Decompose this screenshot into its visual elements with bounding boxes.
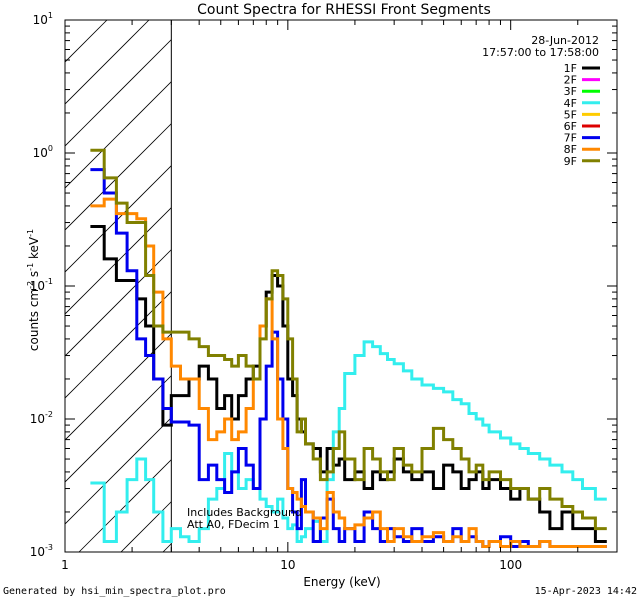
y-tick-label: 10-1 bbox=[30, 277, 53, 293]
legend-label: 9F bbox=[564, 155, 577, 168]
legend-label: 8F bbox=[564, 143, 577, 156]
date-label: 28-Jun-2012 bbox=[531, 34, 599, 47]
annotation-background: Includes Background bbox=[187, 506, 302, 519]
legend-label: 3F bbox=[564, 85, 577, 98]
y-axis-label: counts cm-2 s-1 keV-1 bbox=[26, 229, 41, 351]
chart-title: Count Spectra for RHESSI Front Segments bbox=[197, 2, 491, 18]
y-tick-label: 101 bbox=[33, 11, 53, 27]
legend-label: 6F bbox=[564, 120, 577, 133]
hatch-line bbox=[65, 20, 192, 147]
x-axis-label: Energy (keV) bbox=[303, 575, 380, 589]
legend-label: 4F bbox=[564, 97, 577, 110]
y-tick-labels: 10-3 10-2 10-1 100 101 bbox=[30, 11, 53, 559]
x-tick-label: 100 bbox=[499, 558, 522, 572]
legend-label: 1F bbox=[564, 62, 577, 75]
footer-timestamp: 15-Apr-2023 14:42 bbox=[534, 586, 637, 597]
axis-ticks bbox=[64, 19, 618, 553]
y-tick-label: 10-2 bbox=[30, 410, 53, 426]
annotation-attenuator: Att A0, FDecim 1 bbox=[187, 518, 280, 531]
legend-label: 2F bbox=[564, 74, 577, 87]
footer-generated-by: Generated by hsi_min_spectra_plot.pro bbox=[3, 586, 226, 597]
y-tick-label: 10-3 bbox=[30, 543, 53, 559]
x-tick-labels: 1 10 100 bbox=[61, 558, 522, 572]
legend-label: 5F bbox=[564, 108, 577, 121]
series-layer bbox=[90, 148, 607, 548]
hatch-line bbox=[65, 20, 108, 63]
series-8F bbox=[90, 197, 607, 548]
hatch-line bbox=[65, 20, 234, 189]
y-tick-label: 100 bbox=[33, 144, 53, 160]
legend-label: 7F bbox=[564, 132, 577, 145]
time-range-label: 17:57:00 to 17:58:00 bbox=[482, 46, 599, 59]
series-9F bbox=[90, 148, 607, 531]
x-tick-label: 1 bbox=[61, 558, 69, 572]
x-tick-label: 10 bbox=[280, 558, 295, 572]
